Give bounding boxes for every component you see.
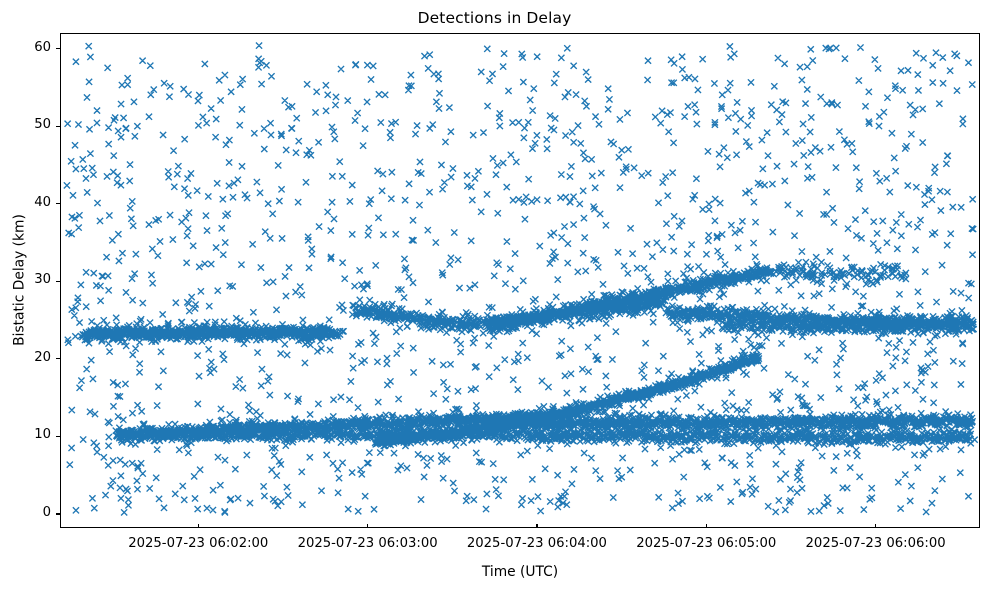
y-tick-mark — [56, 203, 60, 205]
x-tick-label: 2025-07-23 06:05:00 — [636, 536, 777, 551]
y-tick-label: 20 — [34, 349, 51, 365]
y-tick-mark — [56, 435, 60, 438]
scatter-points — [63, 42, 979, 516]
x-tick-label: 2025-07-23 06:06:00 — [805, 536, 946, 551]
y-tick-mark — [56, 358, 60, 360]
chart-title: Detections in Delay — [417, 9, 572, 27]
y-tick-label: 40 — [34, 194, 51, 210]
y-tick-mark — [56, 125, 60, 127]
y-tick-mark — [56, 280, 60, 282]
x-axis-label: Time (UTC) — [481, 564, 559, 580]
y-tick-label: 50 — [34, 117, 51, 133]
x-tick-mark — [874, 524, 877, 528]
x-tick-label: 2025-07-23 06:02:00 — [128, 536, 269, 551]
y-tick-label: 30 — [34, 272, 51, 288]
y-tick-mark — [56, 513, 60, 515]
x-tick-mark — [367, 524, 369, 528]
x-tick-mark — [705, 524, 707, 528]
plot-area — [60, 33, 980, 528]
y-tick-mark — [56, 47, 60, 50]
y-tick-label: 10 — [34, 427, 51, 443]
y-tick-label: 60 — [34, 39, 51, 55]
y-tick-label: 0 — [42, 505, 51, 521]
y-axis-label: Bistatic Delay (km) — [11, 214, 28, 346]
x-tick-mark — [197, 524, 199, 528]
x-tick-label: 2025-07-23 06:04:00 — [466, 536, 607, 551]
x-tick-mark — [536, 524, 538, 528]
x-tick-label: 2025-07-23 06:03:00 — [297, 536, 438, 551]
